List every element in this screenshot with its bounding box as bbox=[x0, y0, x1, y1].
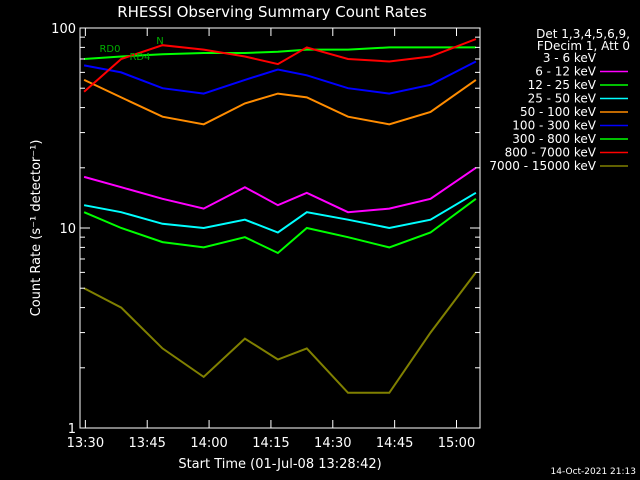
x-tick-label-5: 14:45 bbox=[376, 436, 413, 451]
y-tick-label-1: 10 bbox=[59, 222, 76, 237]
legend-label-3: 25 - 50 keV bbox=[528, 92, 597, 106]
chart-axes: 13:30 13:45 14:00 14:15 14:30 14:45 15:00 1 10 10… bbox=[51, 22, 481, 451]
x-tick-label-2: 14:00 bbox=[190, 436, 227, 451]
x-tick-label-4: 14:30 bbox=[314, 436, 351, 451]
legend-label-2: 12 - 25 keV bbox=[528, 78, 597, 92]
x-tick-label-6: 15:00 bbox=[438, 436, 475, 451]
legend-label-0: 3 - 6 keV bbox=[543, 51, 597, 65]
series-line-6 bbox=[84, 46, 476, 60]
timestamp: 14-Oct-2021 21:13 bbox=[551, 467, 636, 477]
y-tick-label-0: 1 bbox=[68, 422, 76, 437]
series-line-2 bbox=[83, 197, 477, 255]
x-tick-label-1: 13:45 bbox=[128, 436, 165, 451]
flag-label-rd4: RD4 bbox=[129, 52, 150, 63]
flag-label-rd0: RD0 bbox=[99, 44, 120, 55]
x-axis-label: Start Time (01-Jul-08 13:28:42) bbox=[178, 457, 381, 472]
y-axis-label: Count Rate (s⁻¹ detector⁻¹) bbox=[29, 140, 44, 317]
legend-label-8: 7000 - 15000 keV bbox=[489, 159, 596, 173]
flag-label-n: N bbox=[156, 36, 163, 47]
legend-label-1: 6 - 12 keV bbox=[535, 65, 597, 79]
series-line-4 bbox=[83, 78, 477, 126]
x-tick-label-3: 14:15 bbox=[252, 436, 289, 451]
series-line-8 bbox=[83, 271, 477, 394]
x-tick-label-0: 13:30 bbox=[67, 436, 104, 451]
legend-header-line1: Det 1,3,4,5,6,9, bbox=[536, 27, 630, 41]
legend-label-6: 300 - 800 keV bbox=[512, 132, 596, 146]
series-line-3 bbox=[83, 191, 477, 234]
y-tick-label-2: 100 bbox=[51, 22, 76, 37]
legend-label-5: 100 - 300 keV bbox=[512, 119, 596, 133]
legend-label-7: 800 - 7000 keV bbox=[505, 146, 597, 160]
series-line-1 bbox=[83, 166, 477, 214]
chart-marks bbox=[83, 38, 477, 394]
chart-title: RHESSI Observing Summary Count Rates bbox=[117, 3, 427, 21]
series-line-0 bbox=[83, 95, 477, 300]
series-line-5 bbox=[83, 60, 477, 95]
series-line-7 bbox=[83, 38, 477, 93]
legend-label-4: 50 - 100 keV bbox=[520, 105, 597, 119]
legend-header-line2: FDecim 1, Att 0 bbox=[537, 39, 630, 53]
